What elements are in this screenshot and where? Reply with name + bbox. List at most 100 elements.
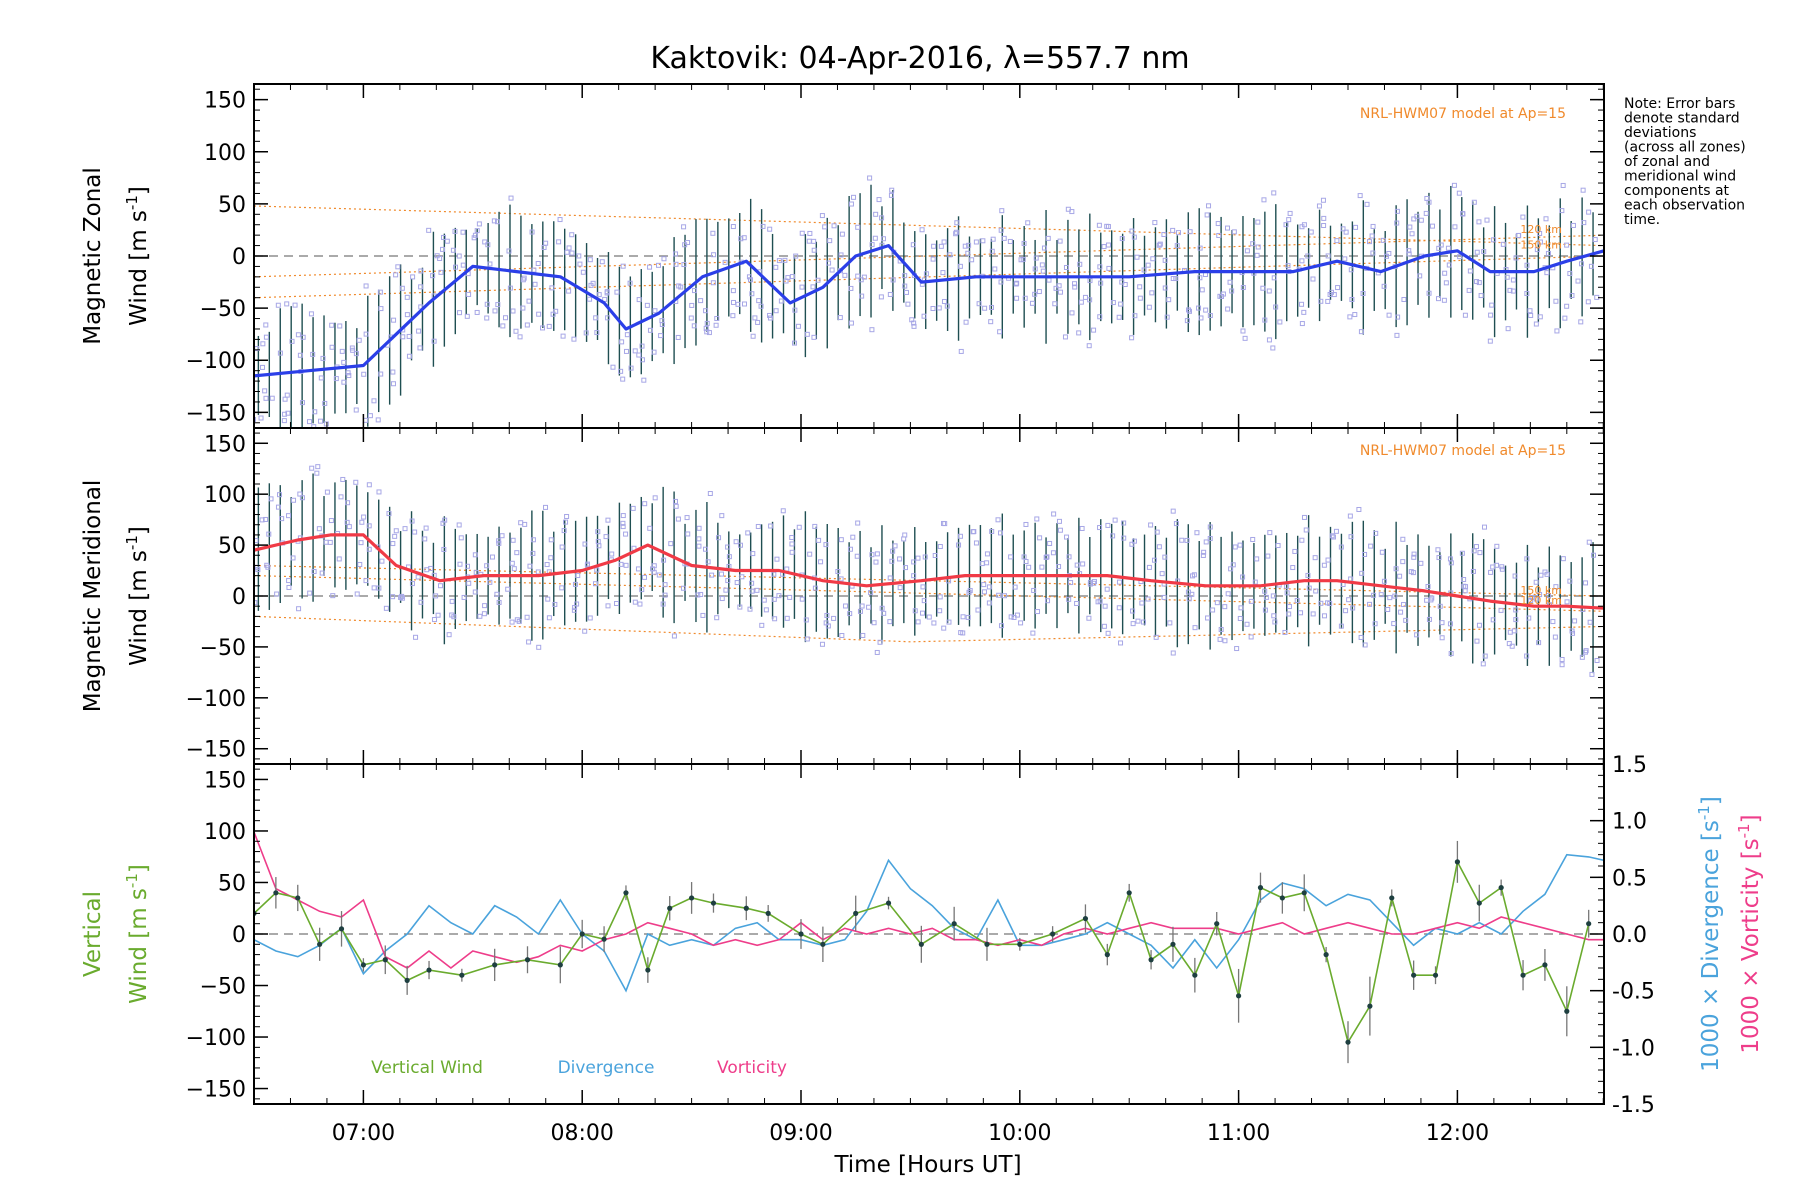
zone-point — [957, 533, 963, 539]
zone-point — [1511, 628, 1517, 634]
vertical-wind-point — [1542, 962, 1548, 968]
zone-point — [1218, 626, 1224, 632]
zone-point — [1586, 539, 1592, 545]
zone-point — [620, 376, 626, 382]
zone-point — [1290, 565, 1296, 571]
vertical-wind-point — [382, 957, 388, 963]
vertical-wind-point — [1345, 1039, 1351, 1045]
zone-point — [799, 284, 805, 290]
zone-point — [673, 503, 679, 509]
zone-point — [1418, 560, 1424, 566]
zone-point — [1526, 615, 1532, 621]
x-axis-label: Time [Hours UT] — [833, 1152, 1021, 1178]
zone-point — [510, 308, 516, 314]
zone-point — [937, 594, 943, 600]
zone-point — [1570, 222, 1576, 228]
zone-point — [1248, 598, 1254, 604]
zone-point — [1357, 193, 1363, 199]
zone-point — [1240, 328, 1246, 334]
zone-point — [492, 308, 498, 314]
zone-point — [509, 619, 515, 625]
zone-point — [920, 584, 926, 590]
zone-point — [1428, 597, 1434, 603]
zone-point — [1161, 594, 1167, 600]
zone-point — [496, 599, 502, 605]
zone-point — [1105, 630, 1111, 636]
zone-point — [1250, 536, 1256, 542]
zone-point — [485, 242, 491, 248]
zone-point — [1032, 291, 1038, 297]
zone-point — [371, 585, 377, 591]
zone-point — [375, 417, 381, 423]
y-tick-label: −50 — [200, 297, 246, 322]
zone-point — [1583, 580, 1589, 586]
zone-point — [409, 518, 415, 524]
zone-point — [623, 531, 629, 537]
zone-point — [306, 419, 312, 425]
zone-point — [322, 400, 328, 406]
zone-point — [873, 211, 879, 217]
zone-point — [1370, 250, 1376, 256]
zone-point — [921, 313, 927, 319]
zone-point — [636, 352, 642, 358]
zone-point — [1077, 261, 1083, 267]
zone-point — [1255, 244, 1261, 250]
zone-point — [449, 598, 455, 604]
zone-point — [1524, 556, 1530, 562]
zone-point — [755, 319, 761, 325]
zone-point — [299, 400, 305, 406]
zone-point — [1575, 278, 1581, 284]
zone-point — [266, 531, 272, 537]
zone-point — [944, 303, 950, 309]
zone-point — [869, 242, 875, 248]
zone-point — [858, 277, 864, 283]
zone-point — [659, 322, 665, 328]
zone-point — [1057, 289, 1063, 295]
zone-point — [930, 256, 936, 262]
zone-point — [1448, 651, 1454, 657]
zone-point — [1423, 210, 1429, 216]
zone-point — [722, 259, 728, 265]
zone-point — [545, 596, 551, 602]
zone-point — [1394, 332, 1400, 338]
zone-point — [789, 274, 795, 280]
zone-point — [324, 489, 330, 495]
zone-point — [1480, 661, 1486, 667]
zone-point — [1248, 634, 1254, 640]
zone-point — [366, 546, 372, 552]
zone-point — [1018, 620, 1024, 626]
zone-point — [614, 600, 620, 606]
zone-point — [1132, 313, 1138, 319]
zone-point — [869, 327, 875, 333]
zone-point — [628, 365, 634, 371]
zone-point — [569, 250, 575, 256]
zone-point — [543, 504, 549, 510]
zone-point — [1398, 609, 1404, 615]
zone-point — [328, 518, 334, 524]
zone-point — [1303, 527, 1309, 533]
altitude-label: 120 km — [1520, 594, 1562, 607]
zone-point — [976, 301, 982, 307]
zone-point — [517, 334, 523, 340]
zone-point — [1321, 562, 1327, 568]
zone-point — [361, 514, 367, 520]
vertical-wind-point — [1323, 952, 1329, 958]
zone-point — [1217, 636, 1223, 642]
zone-point — [1471, 199, 1477, 205]
zone-point — [363, 283, 369, 289]
zone-point — [1414, 213, 1420, 219]
zone-point — [1381, 578, 1387, 584]
zone-point — [1086, 343, 1092, 349]
zone-point — [711, 252, 717, 258]
zone-point — [330, 593, 336, 599]
zone-point — [1044, 554, 1050, 560]
zone-point — [1299, 301, 1305, 307]
zone-point — [1087, 297, 1093, 303]
zone-point — [988, 319, 994, 325]
zone-point — [630, 505, 636, 511]
zone-point — [926, 614, 932, 620]
zone-point — [989, 304, 995, 310]
vertical-wind-point — [1257, 885, 1264, 891]
zone-point — [793, 253, 799, 259]
